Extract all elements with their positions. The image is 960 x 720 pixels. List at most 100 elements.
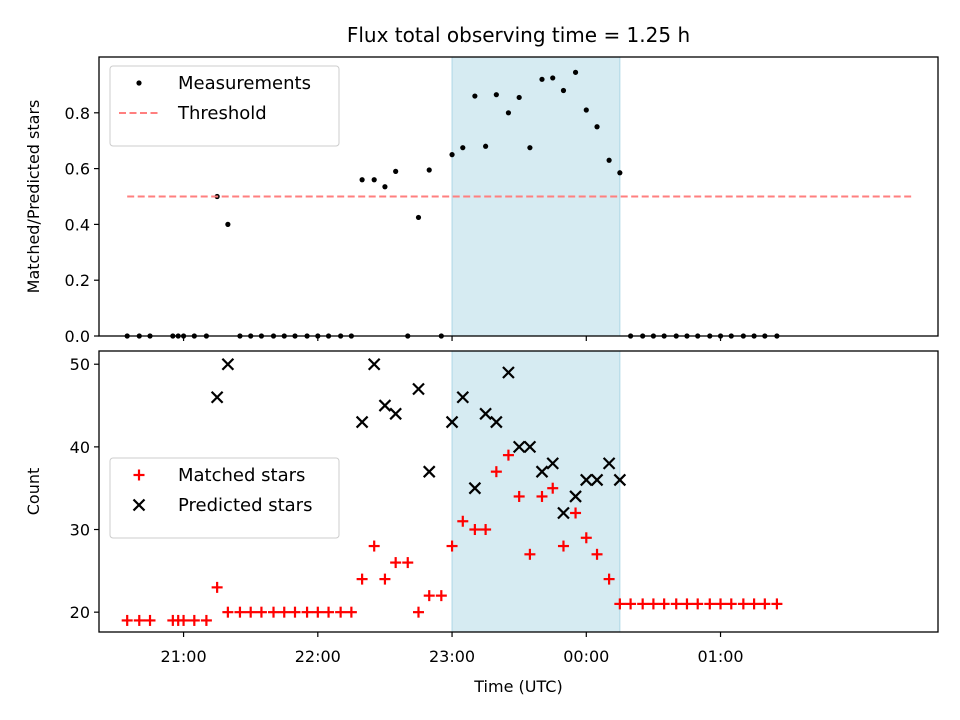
legend: Matched stars Predicted stars [109,457,340,539]
data-marker [301,606,313,618]
data-marker [178,614,190,626]
data-point [594,124,600,130]
data-marker [524,548,536,560]
data-marker [456,391,470,404]
data-marker [704,598,716,610]
data-marker [570,507,582,519]
chart-title: Flux total observing time = 1.25 h [347,23,690,47]
data-point [505,110,512,116]
legend-label: Predicted stars [178,495,312,516]
data-marker [423,590,435,602]
observing-window-band [451,350,621,633]
data-point [583,107,589,113]
y-axis-label: Matched/Predicted stars [24,100,43,294]
data-marker [368,540,380,552]
data-marker [759,598,771,610]
data-marker [637,598,649,610]
data-marker [591,548,603,560]
legend-marker [133,469,145,481]
legend-label: Matched stars [178,465,305,486]
data-marker [681,598,693,610]
data-point [472,93,478,99]
data-marker [625,598,637,610]
data-marker [748,598,760,610]
data-marker [445,415,459,429]
data-marker [715,598,727,610]
data-marker [547,482,559,494]
data-marker [245,606,257,618]
y-tick-label: 0.2 [65,271,90,290]
data-marker [670,598,682,610]
data-marker [771,598,783,610]
data-point [460,145,466,151]
data-point [359,177,365,183]
data-marker [323,606,335,618]
data-marker [268,606,280,618]
data-marker [513,490,525,502]
data-point [606,157,612,163]
data-point [617,170,623,176]
x-tick-label: 00:00 [563,647,609,666]
data-marker [725,598,737,610]
data-point [426,167,432,173]
data-marker [446,540,458,552]
data-marker [490,415,503,429]
data-marker [614,598,626,610]
data-marker [535,465,549,478]
data-point [449,152,455,158]
legend-label: Measurements [178,73,311,94]
data-marker [378,399,392,412]
legend-label: Threshold [177,103,267,124]
y-tick-label: 0.6 [65,160,90,179]
data-marker [367,357,381,371]
y-tick-label: 0.4 [65,215,90,234]
data-marker [602,457,616,470]
data-marker [580,532,592,544]
legend-marker [132,498,146,512]
data-marker [658,598,670,610]
data-marker [569,490,582,503]
data-marker [234,606,246,618]
y-tick-label: 20 [70,603,90,622]
data-marker [412,382,425,396]
data-marker [379,573,391,585]
y-tick-label: 50 [70,355,90,374]
data-marker [502,366,515,379]
data-marker [222,606,234,618]
x-axis-label: Time (UTC) [473,677,562,696]
data-marker [278,606,290,618]
data-marker [603,573,615,585]
data-point [415,214,422,221]
series-predicted-stars [210,357,627,520]
data-marker [480,524,492,536]
data-marker [647,598,659,610]
data-marker [546,457,560,470]
data-marker [590,473,604,487]
data-marker [355,415,369,429]
data-marker [144,614,156,626]
y-axis-label: Count [24,468,43,516]
data-marker [580,473,593,487]
data-point [493,92,499,98]
data-marker [737,598,749,610]
legend-marker [136,80,142,86]
data-marker [121,614,133,626]
data-marker [312,606,324,618]
y-tick-label: 40 [70,438,90,457]
data-marker [479,407,492,421]
data-marker [469,524,481,536]
data-marker [502,449,514,461]
legend-box [109,65,340,147]
top-panel: 0.0 0.2 0.4 0.6 0.8 Matched/Predicted stars Me… [24,56,939,346]
data-marker [345,606,357,618]
data-marker [221,357,235,371]
data-marker [188,614,200,626]
data-marker [356,573,368,585]
y-tick-label: 0.8 [65,104,90,123]
data-point [527,145,533,151]
x-tick-label: 23:00 [429,647,475,666]
data-marker [557,506,570,520]
bottom-panel: 20 30 40 50 21:00 22:00 23:00 00:00 01:00 Count Ma… [24,350,939,666]
x-tick-label: 22:00 [295,647,341,666]
